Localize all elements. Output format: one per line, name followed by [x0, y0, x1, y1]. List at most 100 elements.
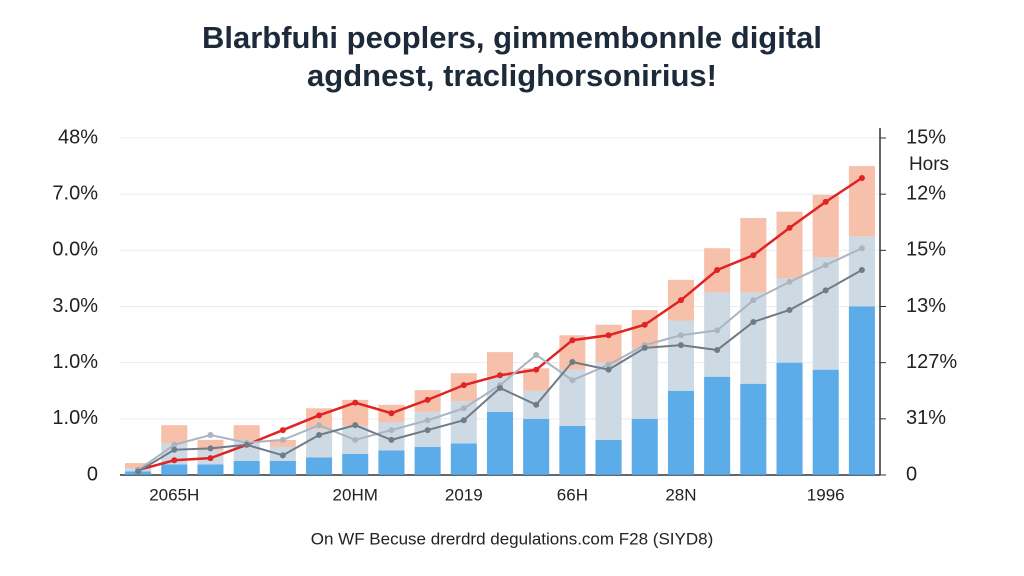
bar	[740, 383, 767, 475]
bar	[667, 320, 694, 391]
line-point	[207, 455, 214, 462]
bar	[595, 362, 622, 440]
line-point	[171, 441, 178, 448]
y-tick-label: 48%	[58, 126, 98, 148]
y2-tick-label: 13%	[906, 295, 946, 317]
x-tick-label: 1996	[807, 485, 845, 504]
line-point	[171, 446, 178, 453]
bar	[776, 362, 803, 475]
y2-tick-label: 12%	[906, 182, 946, 204]
bar	[486, 376, 514, 412]
line-point	[569, 337, 576, 344]
line-point	[316, 412, 323, 419]
line-point	[750, 297, 757, 304]
bar	[776, 278, 803, 363]
line-point	[460, 405, 467, 412]
footer: On WF Becuse drerdrd degulations.com F28…	[311, 529, 714, 548]
line-point	[786, 307, 793, 314]
bar	[631, 418, 658, 475]
line-point	[533, 351, 540, 358]
y-tick-label: 1.0%	[52, 351, 98, 373]
bar	[812, 194, 839, 258]
line-point	[858, 175, 865, 182]
line-point	[569, 358, 576, 365]
line-point	[714, 347, 721, 354]
bar	[523, 418, 550, 475]
line-point	[858, 245, 865, 252]
y2-tick-label: 0	[906, 463, 917, 485]
line-point	[822, 198, 829, 205]
y2-axis-label: Hors	[909, 154, 949, 175]
chart-subtitle: agdnest, traclighorsonirius!	[307, 58, 717, 93]
bar	[233, 460, 260, 475]
y2-tick-label: 127%	[906, 351, 957, 373]
bar	[125, 463, 152, 468]
bar	[269, 439, 296, 447]
bar	[486, 411, 514, 475]
line-point	[605, 361, 612, 368]
y-tick-label: 1.0%	[52, 407, 98, 429]
x-tick-label: 20HM	[333, 485, 378, 504]
line-point	[677, 342, 684, 349]
line-point	[497, 384, 503, 391]
bar	[812, 257, 839, 370]
line-point	[243, 441, 250, 448]
line-point	[533, 366, 540, 373]
line-point	[388, 410, 395, 417]
x-tick-label: 66H	[557, 485, 588, 504]
line-point	[388, 427, 395, 434]
line-point	[424, 427, 431, 434]
bar	[197, 464, 224, 475]
line-point	[533, 401, 540, 408]
bar	[631, 348, 658, 419]
line-point	[822, 262, 829, 269]
line-point	[822, 287, 829, 294]
bar	[161, 425, 188, 444]
bar	[197, 439, 224, 451]
bar	[161, 464, 188, 475]
bar	[704, 292, 731, 377]
x-tick-label: 28N	[665, 485, 696, 504]
line-point	[279, 427, 286, 434]
line-point	[135, 468, 142, 475]
line-point	[352, 399, 359, 406]
line-point	[714, 266, 721, 273]
y-tick-label: 0.0%	[52, 239, 98, 261]
line-point	[279, 452, 286, 459]
line-point	[497, 372, 503, 379]
x-tick-label: 2065H	[149, 485, 199, 504]
line-point	[207, 445, 214, 452]
x-tick-label: 2019	[445, 485, 483, 504]
y-tick-label: 7.0%	[52, 182, 98, 204]
line-point	[786, 224, 793, 231]
y2-tick-label: 31%	[906, 407, 946, 429]
y-tick-label: 0	[87, 463, 98, 485]
chart-title: Blarbfuhi peoplers, gimmembonnle digital	[202, 20, 822, 55]
line-point	[460, 417, 467, 424]
bar	[306, 457, 333, 475]
line-point	[352, 436, 359, 443]
bar	[848, 306, 875, 475]
bar	[595, 439, 622, 475]
line-point	[714, 327, 721, 334]
line-point	[316, 422, 323, 429]
bar	[342, 453, 369, 475]
line-point	[279, 436, 286, 443]
line-point	[677, 297, 684, 304]
line-point	[316, 431, 323, 438]
bar	[378, 450, 405, 475]
line-point	[605, 332, 612, 339]
line-point	[677, 332, 684, 339]
bar	[523, 368, 550, 391]
y2-tick-label: 15%	[906, 126, 946, 148]
bar	[740, 292, 767, 384]
bar	[414, 446, 441, 475]
line-point	[750, 252, 757, 259]
line-point	[460, 382, 467, 389]
bar	[559, 425, 586, 475]
bar	[595, 324, 622, 363]
bar	[812, 369, 839, 475]
y-tick-label: 3.0%	[52, 295, 98, 317]
